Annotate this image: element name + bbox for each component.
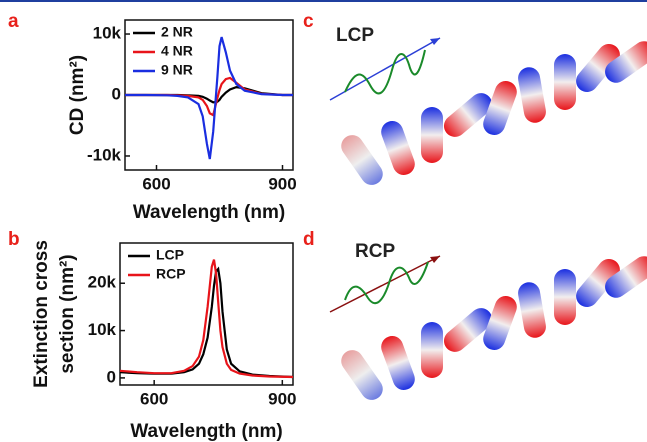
nanorod	[443, 93, 493, 137]
panel-label: d	[303, 229, 315, 250]
nanorod	[554, 54, 576, 110]
nanorod	[443, 308, 493, 352]
panel-label: a	[8, 11, 19, 32]
illustration-label: RCP	[355, 241, 395, 262]
nanorod	[341, 350, 383, 400]
light-wave	[329, 255, 441, 313]
nanorods	[341, 41, 647, 400]
series-line	[119, 259, 294, 379]
series-line	[125, 36, 293, 160]
nanorod	[605, 41, 647, 83]
x-tick-label: 600	[140, 389, 168, 408]
legend-label: 4 NR	[161, 43, 193, 59]
light-wave	[329, 37, 441, 101]
y-tick-label: 10k	[88, 320, 117, 339]
nanorod	[483, 296, 517, 350]
plot-frame	[119, 242, 294, 386]
series-line	[125, 76, 293, 117]
y-tick-label: 20k	[88, 273, 117, 292]
legend-label: 2 NR	[161, 24, 193, 40]
panel-label: b	[8, 229, 20, 250]
x-axis-label: Wavelength (nm)	[130, 421, 282, 442]
y-axis-label: section (nm²)	[57, 254, 78, 373]
nanorod	[576, 43, 620, 93]
illustration-label: LCP	[336, 25, 374, 46]
y-axis-label: Extinction cross	[31, 240, 52, 388]
y-tick-label: 0	[107, 367, 116, 386]
y-tick-label: -10k	[87, 145, 122, 164]
legend-label: 9 NR	[161, 62, 193, 78]
plot-area	[125, 36, 293, 160]
nanorod	[421, 107, 443, 163]
x-tick-label: 600	[142, 174, 170, 193]
nanorod	[518, 282, 546, 338]
x-tick-label: 900	[268, 174, 296, 193]
x-axis-label: Wavelength (nm)	[133, 202, 285, 223]
nanorod	[381, 336, 415, 390]
nanorod	[605, 256, 647, 298]
panel-label: c	[303, 11, 314, 32]
legend-label: RCP	[156, 266, 186, 282]
legend-label: LCP	[156, 247, 184, 263]
nanorod	[554, 269, 576, 325]
plot-area	[119, 259, 294, 379]
nanorod	[421, 322, 443, 378]
x-tick-label: 900	[268, 389, 296, 408]
y-tick-label: 10k	[93, 24, 122, 43]
nanorod	[381, 121, 415, 175]
nanorod	[576, 258, 620, 308]
nanorod	[518, 67, 546, 123]
y-tick-label: 0	[112, 84, 121, 103]
nanorod	[341, 135, 383, 185]
nanorod	[483, 81, 517, 135]
y-axis-label: CD (nm²)	[67, 55, 88, 135]
